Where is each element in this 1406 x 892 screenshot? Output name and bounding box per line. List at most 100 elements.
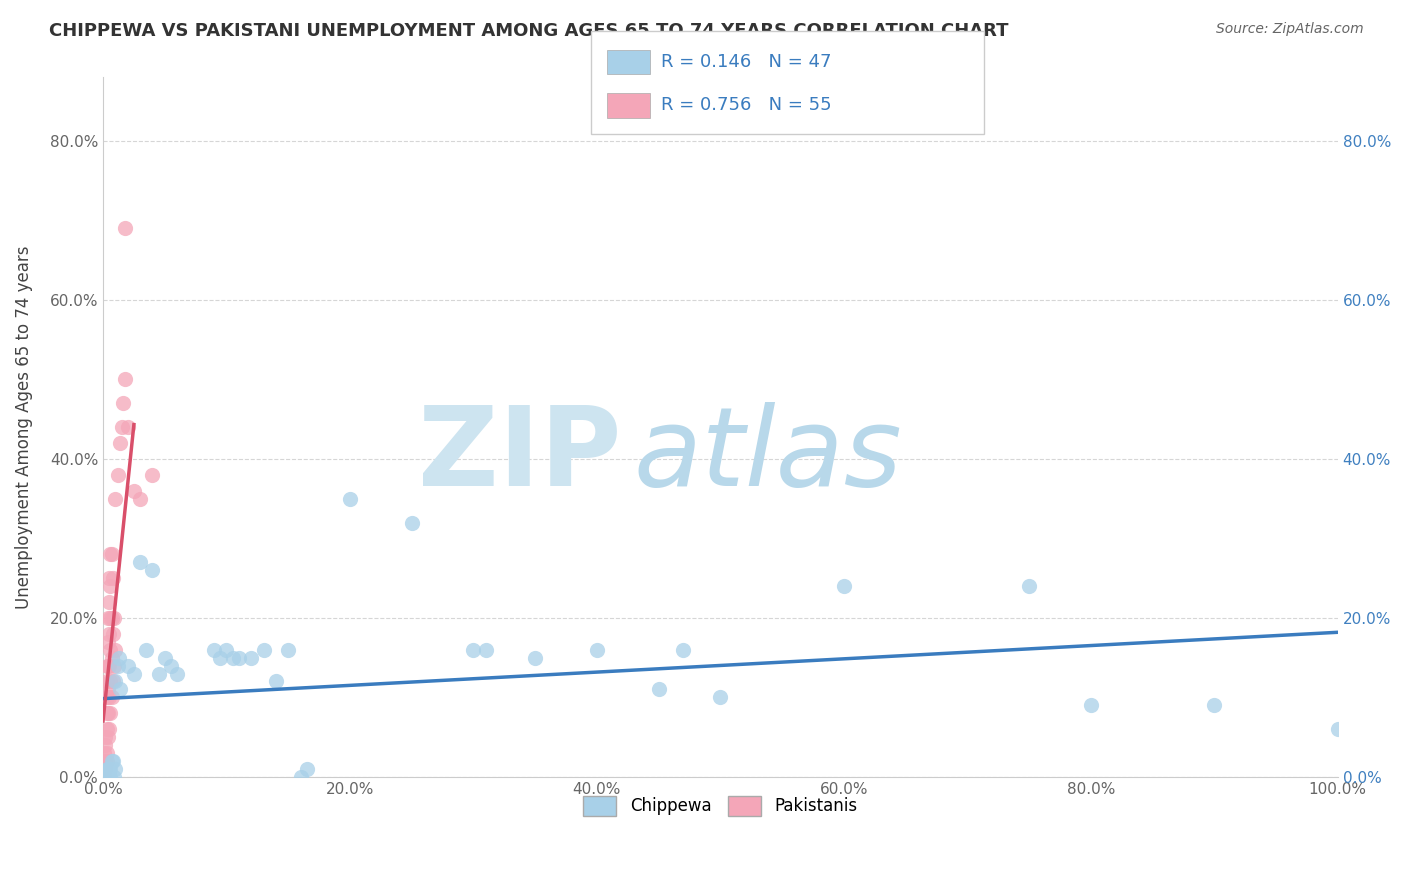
Point [100,754,122,768]
Point [100,642,122,657]
Point [110,436,132,450]
Point [1018,579,1040,593]
Point [117,658,139,673]
Point [240,650,263,665]
Point [107,467,129,482]
Point [98,571,121,585]
Point [98,595,121,609]
Point [100,547,122,561]
Point [96,674,118,689]
Point [141,467,163,482]
Point [103,770,125,784]
Point [96,722,118,736]
Point [114,372,136,386]
Point [117,420,139,434]
Point [94,754,117,768]
Y-axis label: Unemployment Among Ages 65 to 74 years: Unemployment Among Ages 65 to 74 years [15,245,32,609]
Point [709,690,731,705]
Point [97,658,120,673]
Point [104,762,127,776]
Point [94,730,117,744]
Point [100,650,122,665]
Point [474,642,496,657]
Point [215,642,238,657]
Point [93,754,115,768]
Text: ZIP: ZIP [418,401,621,508]
Point [129,555,152,569]
Point [252,642,274,657]
Point [264,674,287,689]
Point [94,762,117,776]
Point [401,516,423,530]
Point [100,690,122,705]
Point [290,770,312,784]
Point [96,770,118,784]
Point [647,682,669,697]
Text: R = 0.146   N = 47: R = 0.146 N = 47 [661,53,831,71]
Point [98,690,121,705]
Text: atlas: atlas [634,401,903,508]
Point [97,611,120,625]
Point [96,754,118,768]
Point [100,611,122,625]
Point [672,642,695,657]
Point [586,642,609,657]
Point [93,746,115,760]
Point [93,770,115,784]
Point [103,611,125,625]
Point [101,674,124,689]
Point [107,658,129,673]
Point [104,491,127,506]
Point [96,690,118,705]
Point [166,666,188,681]
Point [277,642,299,657]
Text: Source: ZipAtlas.com: Source: ZipAtlas.com [1216,22,1364,37]
Point [339,491,361,506]
Point [832,579,855,593]
Point [228,650,250,665]
Point [97,762,120,776]
Point [295,762,318,776]
Point [463,642,485,657]
Point [101,571,124,585]
Point [110,420,132,434]
Point [1326,722,1348,736]
Point [209,650,232,665]
Point [98,722,121,736]
Point [129,491,152,506]
Point [93,770,115,784]
Point [100,547,122,561]
Point [96,746,118,760]
Point [98,627,121,641]
Legend: Chippewa, Pakistanis: Chippewa, Pakistanis [575,788,866,824]
Point [96,706,118,721]
Point [97,706,120,721]
Point [110,682,132,697]
Point [104,674,127,689]
Point [524,650,547,665]
Point [108,650,131,665]
Point [98,770,121,784]
Point [122,483,145,498]
Point [104,642,127,657]
Text: CHIPPEWA VS PAKISTANI UNEMPLOYMENT AMONG AGES 65 TO 74 YEARS CORRELATION CHART: CHIPPEWA VS PAKISTANI UNEMPLOYMENT AMONG… [49,22,1008,40]
Point [202,642,225,657]
Point [153,650,176,665]
Point [97,730,120,744]
Point [101,754,124,768]
Point [100,611,122,625]
Point [122,666,145,681]
Point [96,762,118,776]
Point [91,770,114,784]
Point [100,579,122,593]
Point [96,658,118,673]
Point [97,682,120,697]
Point [98,658,121,673]
Point [100,770,122,784]
Text: R = 0.756   N = 55: R = 0.756 N = 55 [661,96,831,114]
Point [97,770,120,784]
Point [103,658,125,673]
Point [94,738,117,752]
Point [101,627,124,641]
Point [100,674,122,689]
